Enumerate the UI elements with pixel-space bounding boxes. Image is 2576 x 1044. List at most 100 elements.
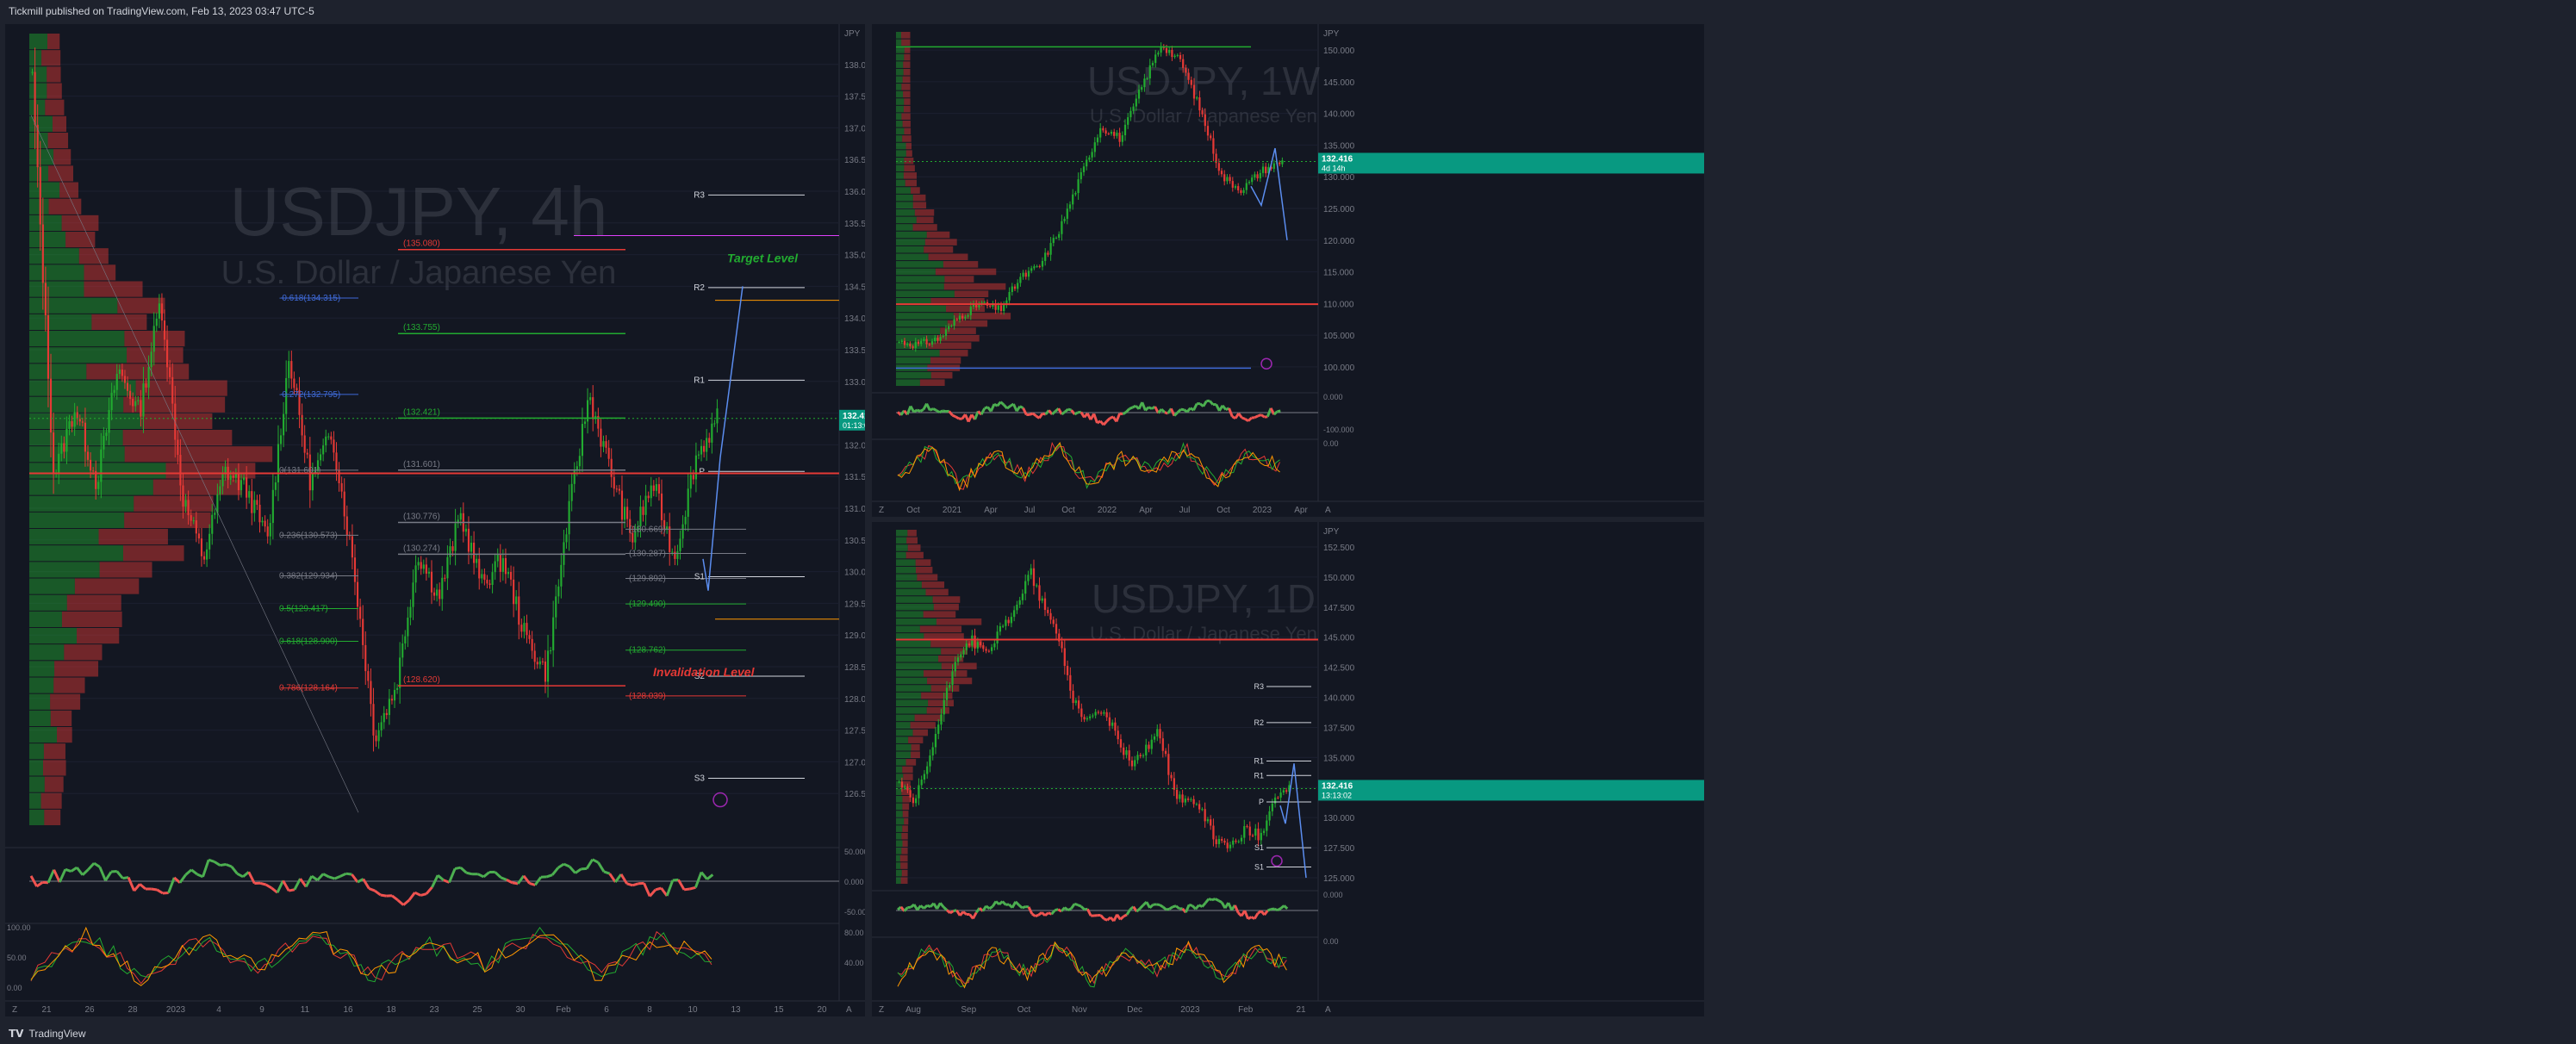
- tradingview-brand[interactable]: 𝗧𝗩 TradingView: [9, 1028, 86, 1040]
- chart-1w-svg[interactable]: JPY 150.000 145.000 140.000 135.000 130.000 12…: [872, 24, 1704, 517]
- rsi-segment: [396, 898, 405, 906]
- last-price-label: 132.416: [1322, 781, 1353, 791]
- rsi-segment: [643, 882, 651, 898]
- rsi-segment: [1166, 907, 1170, 911]
- candle-body: [246, 477, 248, 498]
- rsi-segment: [1136, 907, 1142, 913]
- chart-4h-panel[interactable]: JPY 138.000 137.500 137.000 136.500 136.000 13…: [5, 24, 865, 1016]
- chart-1d-svg[interactable]: JPY 152.500 150.000 147.500 145.000 142.500 14…: [872, 522, 1704, 1016]
- rsi-segment: [1124, 407, 1130, 413]
- candle-body: [258, 504, 261, 523]
- chart-4h-svg[interactable]: JPY 138.000 137.500 137.000 136.500 136.000 13…: [5, 24, 865, 1016]
- candle-body: [1268, 811, 1271, 821]
- candle-body: [987, 650, 990, 652]
- candle-body: [1041, 598, 1043, 601]
- candle-body: [105, 432, 108, 437]
- time-tick-label: 21: [41, 1005, 52, 1015]
- rsi-segment: [1048, 911, 1053, 916]
- candle-body: [1243, 826, 1246, 838]
- volume-profile-down: [946, 305, 986, 313]
- volume-profile-up: [896, 714, 915, 722]
- rsi-segment: [1273, 907, 1279, 912]
- candle-body: [351, 536, 353, 558]
- pivot-label: R2: [1254, 718, 1264, 727]
- volume-profile-down: [953, 313, 1011, 320]
- rsi-segment: [989, 403, 996, 413]
- candle-body: [470, 543, 473, 552]
- volume-profile-down: [932, 596, 961, 603]
- candle-body: [1248, 826, 1251, 836]
- volume-profile-down: [914, 714, 943, 722]
- volume-profile-down: [921, 692, 953, 699]
- rsi-segment: [1060, 906, 1066, 912]
- volume-profile-up: [29, 99, 46, 115]
- volume-profile-up: [29, 182, 60, 198]
- volume-profile-up: [896, 39, 902, 47]
- price-tick-label: 115.000: [1323, 269, 1354, 278]
- rsi-segment: [926, 904, 931, 909]
- time-tick-label: Aug: [905, 1005, 921, 1015]
- candle-body: [330, 436, 333, 440]
- rsi-segment: [184, 868, 193, 876]
- candle-body: [560, 564, 563, 587]
- rsi-segment: [919, 408, 924, 413]
- candle-body: [84, 422, 86, 452]
- candle-body: [1129, 110, 1132, 118]
- invalidation-level-annotation: Invalidation Level: [653, 665, 756, 679]
- volume-profile-down: [930, 298, 985, 305]
- stochastic-line: [30, 926, 712, 986]
- rsi-tick-label: 0.000: [844, 878, 864, 886]
- candle-body: [1052, 238, 1055, 244]
- candle-body: [496, 554, 499, 562]
- rsi-segment: [1209, 400, 1214, 406]
- rsi-segment: [932, 407, 937, 412]
- candle-body: [939, 337, 942, 341]
- volume-profile-up: [896, 142, 906, 150]
- rsi-segment: [1125, 908, 1132, 916]
- rsi-segment: [35, 881, 44, 888]
- volume-profile-up: [896, 298, 931, 305]
- fib-left-label: 0.382(129.934): [279, 571, 338, 581]
- fib-mid-label: (135.080): [403, 239, 440, 249]
- candle-body: [1117, 730, 1119, 740]
- rsi-segment: [546, 873, 553, 879]
- pivot-label: S1: [1254, 843, 1264, 852]
- candle-body: [177, 439, 179, 456]
- candle-body: [39, 167, 41, 225]
- volume-profile-up: [896, 854, 900, 862]
- rsi-segment: [597, 861, 606, 873]
- rsi-segment: [230, 866, 239, 875]
- lightning-event-icon: [712, 792, 728, 808]
- candle-body: [1206, 819, 1210, 822]
- currency-label: JPY: [1323, 527, 1340, 537]
- candle-body: [1229, 844, 1232, 848]
- fib-left-label: 0.5(129.417): [279, 605, 328, 614]
- candle-body: [1201, 809, 1204, 811]
- volume-profile-up: [896, 68, 904, 76]
- candle-body: [200, 538, 203, 556]
- candle-body: [449, 546, 451, 557]
- rsi-segment: [959, 910, 965, 917]
- candle-body: [158, 303, 160, 319]
- candle-body: [999, 305, 1003, 311]
- rsi-segment: [425, 886, 433, 895]
- rsi-segment: [1231, 415, 1236, 420]
- rsi-segment: [1241, 416, 1246, 420]
- candle-body: [1041, 260, 1044, 267]
- volume-profile-up: [896, 877, 901, 884]
- volume-profile-up: [29, 232, 66, 248]
- chart-1d-panel[interactable]: JPY 152.500 150.000 147.500 145.000 142.500 14…: [872, 522, 1704, 1016]
- rsi-segment: [1096, 419, 1101, 425]
- rsi-segment: [665, 879, 675, 897]
- candle-body: [1005, 619, 1007, 626]
- rsi-segment: [1073, 411, 1079, 416]
- candle-body: [1055, 624, 1058, 634]
- candle-body: [900, 781, 904, 788]
- candle-body: [687, 488, 689, 517]
- candle-body: [711, 423, 713, 443]
- candle-body: [968, 643, 971, 646]
- candle-body: [446, 556, 449, 579]
- candle-body: [1083, 717, 1086, 720]
- chart-1w-panel[interactable]: JPY 150.000 145.000 140.000 135.000 130.000 12…: [872, 24, 1704, 517]
- rsi-segment: [264, 883, 273, 890]
